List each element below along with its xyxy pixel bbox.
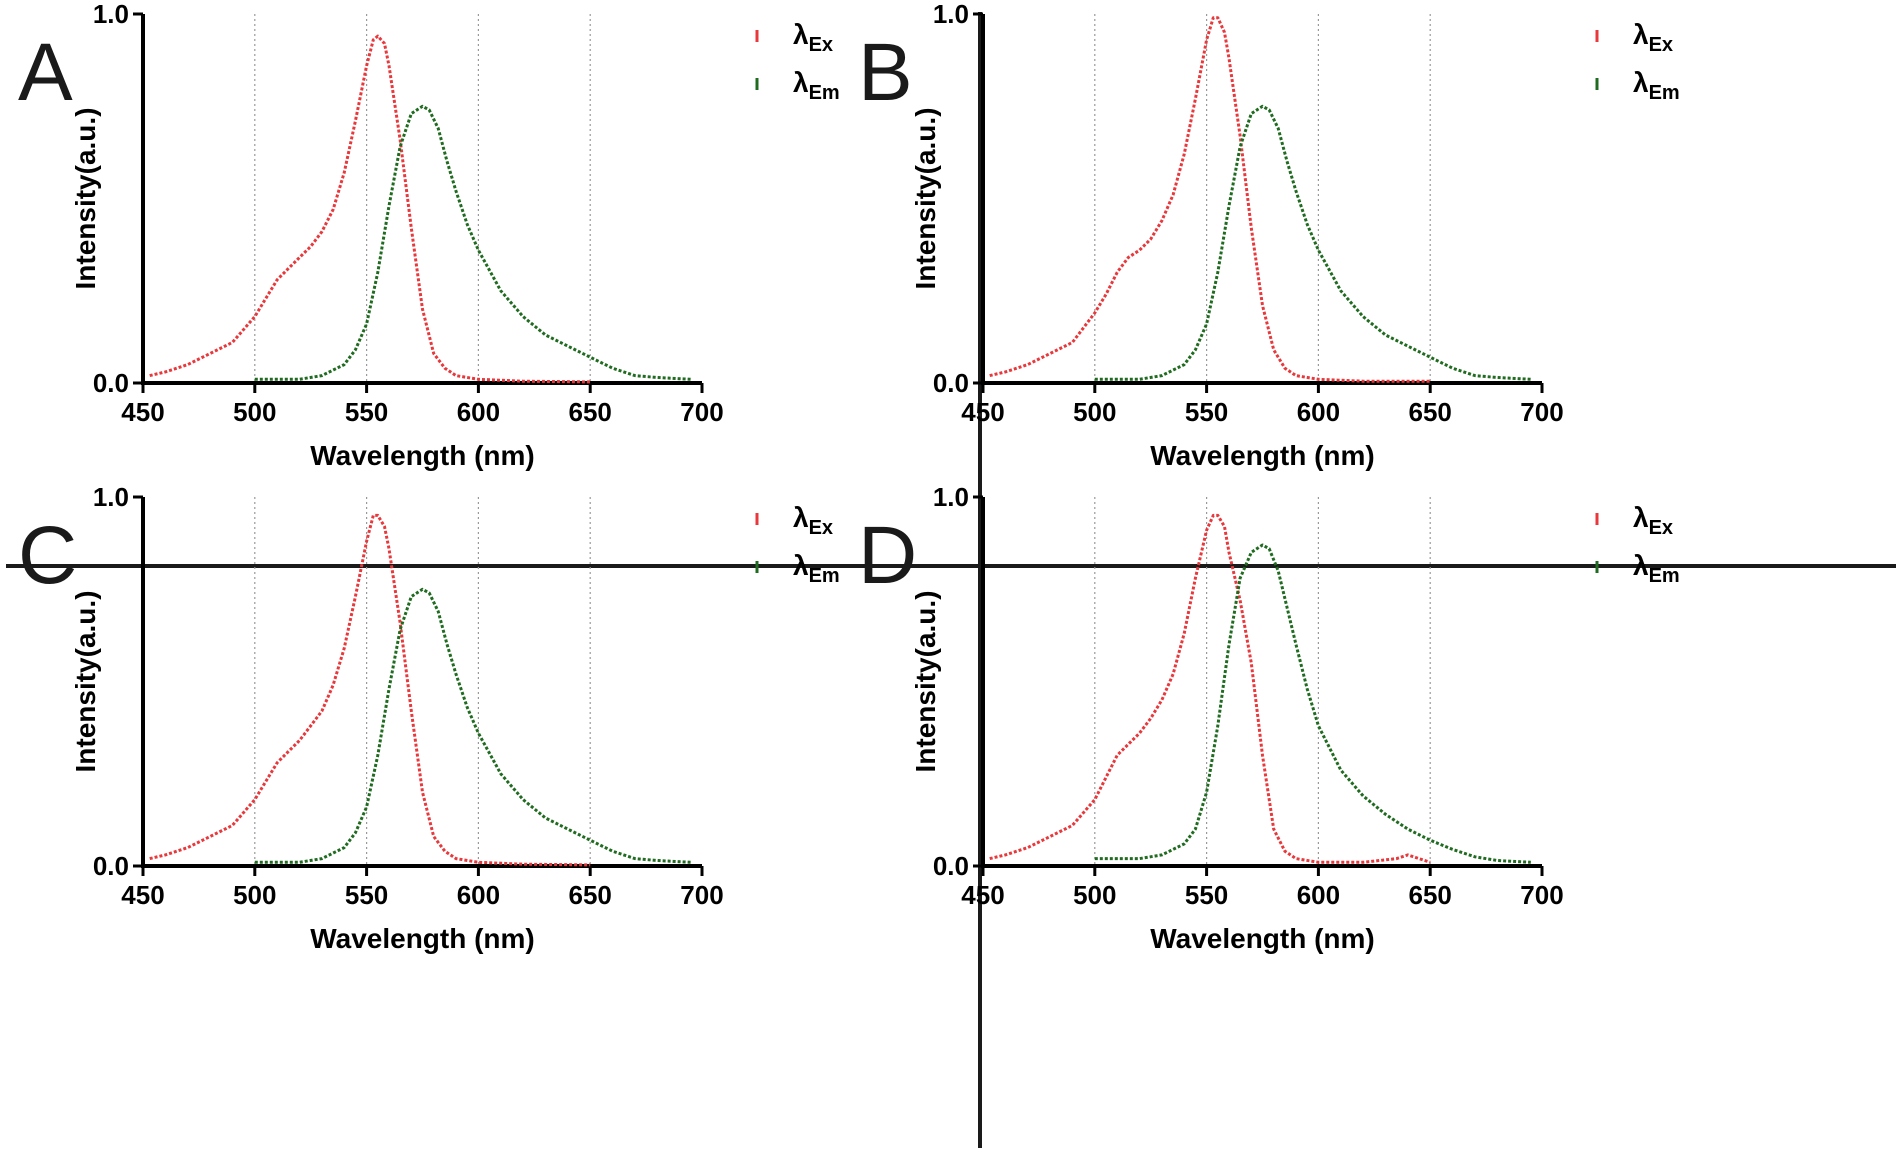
- y-tick-label: 0.0: [93, 368, 129, 398]
- x-tick-label: 450: [121, 397, 164, 427]
- x-tick-label: 600: [457, 880, 500, 910]
- y-axis-label: Intensity(a.u.): [70, 590, 101, 772]
- legend-symbol: λ: [1633, 67, 1649, 98]
- x-tick-label: 500: [1073, 880, 1116, 910]
- y-tick-label: 0.0: [933, 368, 969, 398]
- y-tick-label: 1.0: [933, 0, 969, 29]
- x-axis-label: Wavelength (nm): [310, 923, 535, 954]
- legend-entry-ex: λEx: [1633, 19, 1673, 56]
- series-ex-line: [149, 34, 591, 384]
- x-tick-label: 500: [1073, 397, 1116, 427]
- legend-subscript: Em: [809, 82, 840, 104]
- legend-subscript: Ex: [809, 34, 833, 56]
- series-ex-line: [149, 513, 591, 867]
- x-tick-label: 500: [233, 880, 276, 910]
- legend-subscript: Ex: [1649, 517, 1673, 539]
- series-em-line: [1094, 543, 1531, 864]
- x-axis-label: Wavelength (nm): [1150, 923, 1375, 954]
- legend-symbol: λ: [793, 19, 809, 50]
- x-tick-label: 700: [680, 880, 723, 910]
- legend-symbol: λ: [793, 502, 809, 533]
- x-tick-label: 450: [961, 397, 1004, 427]
- legend-subscript: Em: [1649, 82, 1680, 104]
- legend-entry-ex: λEx: [1633, 502, 1673, 539]
- x-axis-label: Wavelength (nm): [310, 440, 535, 471]
- panel-d: D 450 500 550 600 650 700 0.0 1.0 Wavelength (nm)…: [858, 482, 1680, 954]
- x-tick-label: 550: [345, 880, 388, 910]
- series-ex-line: [989, 16, 1431, 383]
- x-tick-label: 700: [1520, 397, 1563, 427]
- x-tick-label: 500: [233, 397, 276, 427]
- panel-c: C 450 500 550 600 650 700 0.0 1.0 Wavelength (nm)…: [18, 482, 840, 954]
- x-tick-label: 600: [1297, 397, 1340, 427]
- panel-b: B 450 500 550 600 650 700 0.0 1.0 Wavelength (nm)…: [858, 0, 1680, 471]
- x-tick-label: 650: [569, 397, 612, 427]
- panel-letter: B: [858, 27, 913, 118]
- x-tick-label: 600: [457, 397, 500, 427]
- y-axis-label: Intensity(a.u.): [70, 107, 101, 289]
- panel-letter: D: [858, 510, 917, 601]
- legend-entry-ex: λEx: [793, 502, 833, 539]
- y-axis-label: Intensity(a.u.): [910, 107, 941, 289]
- x-tick-label: 700: [680, 397, 723, 427]
- series-ex-line: [989, 513, 1431, 864]
- x-tick-label: 550: [1185, 880, 1228, 910]
- y-tick-label: 1.0: [933, 482, 969, 512]
- legend-symbol: λ: [1633, 502, 1649, 533]
- x-tick-label: 650: [1409, 880, 1452, 910]
- x-axis-label: Wavelength (nm): [1150, 440, 1375, 471]
- legend-entry-em: λEm: [1633, 550, 1680, 587]
- y-tick-label: 0.0: [933, 851, 969, 881]
- panel-letter: C: [18, 510, 77, 601]
- legend-subscript: Ex: [809, 517, 833, 539]
- x-tick-label: 450: [121, 880, 164, 910]
- y-tick-label: 1.0: [93, 0, 129, 29]
- y-tick-label: 1.0: [93, 482, 129, 512]
- x-tick-label: 550: [345, 397, 388, 427]
- x-tick-label: 600: [1297, 880, 1340, 910]
- x-tick-label: 550: [1185, 397, 1228, 427]
- x-tick-label: 450: [961, 880, 1004, 910]
- legend-entry-em: λEm: [793, 550, 840, 587]
- series-em-line: [254, 104, 691, 381]
- legend-symbol: λ: [1633, 550, 1649, 581]
- x-tick-label: 650: [1409, 397, 1452, 427]
- legend-symbol: λ: [793, 67, 809, 98]
- legend-subscript: Em: [809, 565, 840, 587]
- legend-subscript: Em: [1649, 565, 1680, 587]
- legend-subscript: Ex: [1649, 34, 1673, 56]
- legend-entry-em: λEm: [793, 67, 840, 104]
- series-em-line: [254, 587, 691, 864]
- y-tick-label: 0.0: [93, 851, 129, 881]
- x-tick-label: 700: [1520, 880, 1563, 910]
- series-em-line: [1094, 104, 1531, 381]
- panel-a: A 450 500 550 600 650 700 0.0 1.0 Wavelength (nm)…: [18, 0, 840, 471]
- y-axis-label: Intensity(a.u.): [910, 590, 941, 772]
- panel-letter: A: [18, 27, 73, 118]
- legend-symbol: λ: [1633, 19, 1649, 50]
- legend-entry-ex: λEx: [793, 19, 833, 56]
- legend-entry-em: λEm: [1633, 67, 1680, 104]
- legend-symbol: λ: [793, 550, 809, 581]
- x-tick-label: 650: [569, 880, 612, 910]
